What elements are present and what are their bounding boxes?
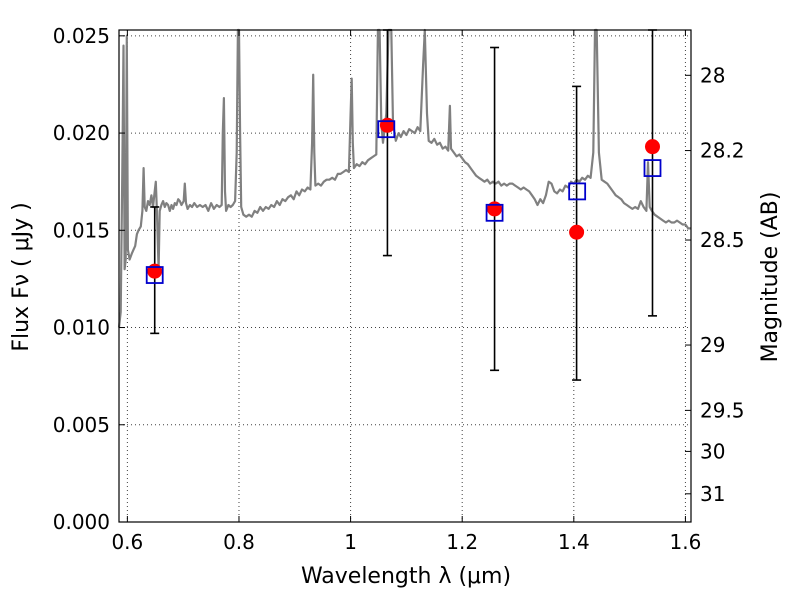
y-axis-label: Flux Fν ( μJy ) bbox=[9, 202, 34, 351]
observed-point-4 bbox=[644, 139, 660, 155]
model-point-3 bbox=[568, 182, 587, 201]
plot-frame bbox=[118, 29, 692, 523]
y2-tick-label-6: 31 bbox=[700, 482, 725, 506]
y2-tick-label-1: 28.2 bbox=[700, 139, 745, 163]
y-tick-label-5: 0.025 bbox=[53, 24, 110, 48]
model-point-2 bbox=[485, 203, 504, 222]
x-tick-label-3: 1.2 bbox=[446, 530, 478, 554]
x-axis-label: Wavelength λ (μm) bbox=[301, 564, 511, 589]
y2-axis-label: Magnitude (AB) bbox=[758, 192, 783, 363]
spectrum-line bbox=[117, 28, 691, 328]
y2-tick-label-3: 29 bbox=[700, 333, 725, 357]
y2-tick-label-5: 30 bbox=[700, 439, 725, 463]
y-tick-label-0: 0.000 bbox=[53, 510, 110, 534]
y-tick-label-4: 0.020 bbox=[53, 121, 110, 145]
y2-tick-label-4: 29.5 bbox=[700, 398, 745, 422]
x-axis: 0.6 0.8 1 1.2 1.4 1.6 bbox=[111, 30, 701, 554]
y2-axis: 28 28.2 28.5 29 29.5 30 31 bbox=[685, 63, 745, 506]
model-points-layer bbox=[145, 120, 662, 284]
y2-tick-label-0: 28 bbox=[700, 63, 725, 87]
x-tick-label-4: 1.4 bbox=[558, 530, 590, 554]
observed-point-0 bbox=[147, 263, 163, 279]
y-tick-label-3: 0.015 bbox=[53, 218, 110, 242]
x-tick-label-0: 0.6 bbox=[111, 530, 143, 554]
x-tick-label-2: 1 bbox=[344, 530, 357, 554]
x-tick-label-1: 0.8 bbox=[223, 530, 255, 554]
y2-tick-label-2: 28.5 bbox=[700, 228, 745, 252]
x-tick-label-5: 1.6 bbox=[670, 530, 702, 554]
y-tick-label-1: 0.005 bbox=[53, 413, 110, 437]
model-point-0 bbox=[145, 266, 164, 284]
observed-point-2 bbox=[487, 201, 503, 217]
model-point-1 bbox=[377, 120, 396, 139]
y-axis: 0.000 0.005 0.010 0.015 0.020 0.025 bbox=[53, 24, 125, 534]
observed-point-1 bbox=[379, 117, 395, 133]
y-tick-label-2: 0.010 bbox=[53, 316, 110, 340]
observed-point-3 bbox=[569, 224, 585, 240]
model-point-4 bbox=[643, 159, 662, 177]
spectrum-layer bbox=[117, 28, 691, 328]
grid bbox=[119, 30, 691, 523]
